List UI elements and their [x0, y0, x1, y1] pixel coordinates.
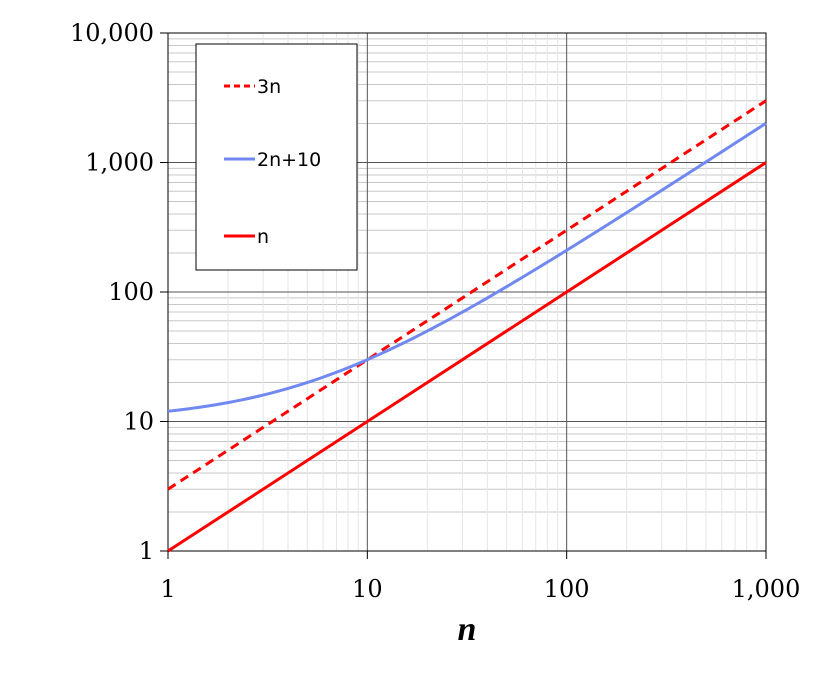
legend-label: 2n+10 [257, 149, 321, 171]
legend-box [195, 43, 358, 271]
legend-label: 3n [257, 76, 281, 98]
axis-ticks [160, 32, 767, 559]
x-tick-label: 10 [352, 575, 383, 603]
series-layer [167, 99, 767, 553]
series-line-3n [167, 99, 767, 491]
x-tick-labels: 1 10 100 1,000 [160, 575, 800, 603]
x-tick-label: 100 [544, 575, 590, 603]
legend-label: n [257, 226, 269, 248]
x-tick-label: 1 [160, 575, 175, 603]
series-line-n [167, 161, 767, 553]
y-tick-label: 1 [139, 537, 154, 565]
x-axis-title: n [458, 611, 477, 648]
legend: 3n 2n+10 n [195, 43, 358, 271]
minor-gridlines [168, 33, 766, 551]
y-tick-label: 1,000 [85, 149, 154, 177]
series-line-2n-10 [167, 121, 767, 413]
legend-items: 3n 2n+10 n [224, 76, 321, 248]
y-tick-label: 10 [123, 408, 154, 436]
y-tick-labels: 1 10 100 1,000 10,000 [70, 19, 154, 565]
y-tick-label: 10,000 [70, 19, 154, 47]
x-tick-label: 1,000 [732, 575, 801, 603]
y-tick-label: 100 [108, 278, 154, 306]
